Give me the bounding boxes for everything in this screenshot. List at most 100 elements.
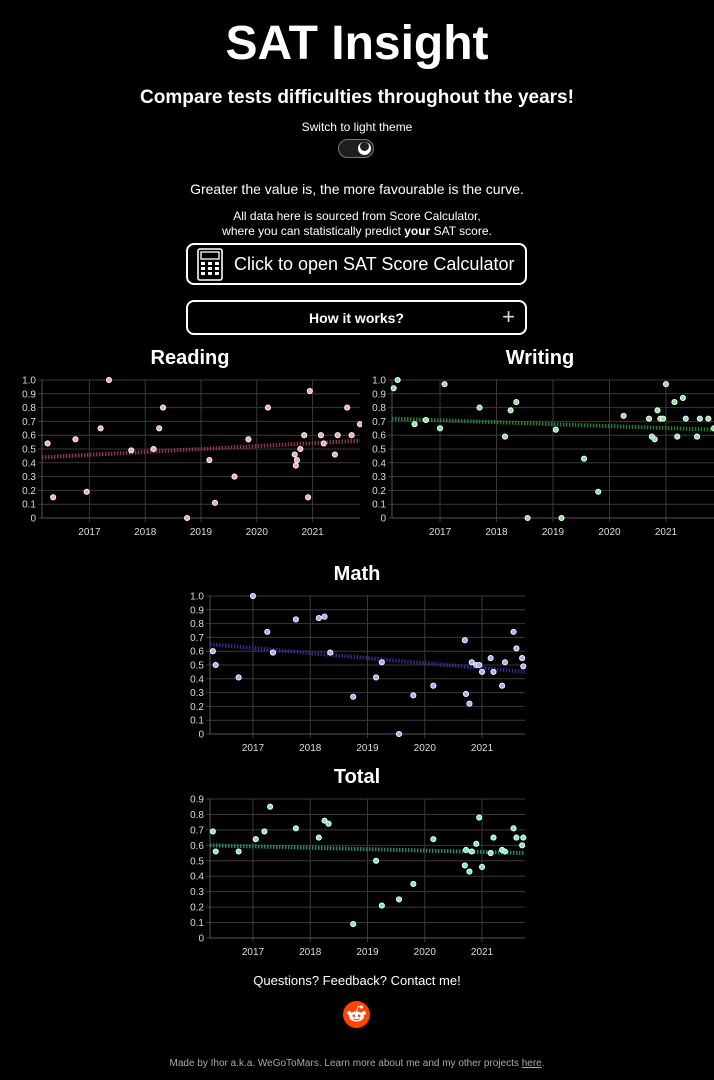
data-point[interactable] [411,421,418,428]
data-point[interactable] [410,692,417,699]
data-point[interactable] [150,445,157,453]
data-point[interactable] [394,376,401,384]
data-point[interactable] [305,494,312,501]
data-point[interactable] [156,425,163,432]
data-point[interactable] [671,399,678,406]
data-point[interactable] [436,425,444,432]
data-point[interactable] [356,421,362,428]
data-point[interactable] [269,649,277,656]
data-point[interactable] [395,896,403,903]
data-point[interactable] [83,488,90,495]
data-point[interactable] [306,387,313,395]
data-point[interactable] [292,616,299,623]
data-point[interactable] [231,473,238,480]
reddit-icon[interactable] [343,1001,370,1028]
data-point[interactable] [422,416,429,424]
data-point[interactable] [501,848,509,855]
data-point[interactable] [373,674,380,681]
data-point[interactable] [378,902,385,909]
data-point[interactable] [252,836,259,843]
data-point[interactable] [476,661,483,669]
data-point[interactable] [292,825,299,832]
theme-toggle-switch[interactable] [338,139,374,158]
data-point[interactable] [334,432,341,439]
data-point[interactable] [558,514,565,522]
data-point[interactable] [105,376,112,384]
data-point[interactable] [235,674,242,681]
data-point[interactable] [211,499,218,506]
data-point[interactable] [97,425,104,432]
data-point[interactable] [291,451,298,458]
data-point[interactable] [462,846,470,854]
data-point[interactable] [552,426,559,433]
data-point[interactable] [581,455,588,462]
data-point[interactable] [344,404,351,411]
data-point[interactable] [410,880,417,887]
data-point[interactable] [206,456,213,464]
data-point[interactable] [301,432,308,439]
data-point[interactable] [50,494,57,501]
data-point[interactable] [297,445,304,453]
data-point[interactable] [510,628,517,635]
data-point[interactable] [651,436,658,443]
data-point[interactable] [350,693,357,700]
data-point[interactable] [654,407,661,414]
projects-link[interactable]: here [521,1058,542,1069]
data-point[interactable] [487,655,494,662]
data-point[interactable] [348,432,355,439]
data-point[interactable] [679,394,686,401]
data-point[interactable] [473,840,480,847]
data-point[interactable] [327,649,334,656]
data-point[interactable] [331,451,338,458]
data-point[interactable] [524,514,531,522]
data-point[interactable] [325,820,332,827]
data-point[interactable] [694,433,701,440]
data-point[interactable] [321,817,328,824]
data-point[interactable] [520,834,527,841]
data-point[interactable] [519,655,526,662]
data-point[interactable] [245,436,252,443]
data-point[interactable] [430,836,437,843]
data-point[interactable] [705,415,712,422]
data-point[interactable] [510,825,517,832]
data-point[interactable] [261,828,268,835]
data-point[interactable] [645,415,653,422]
data-point[interactable] [160,404,167,411]
data-point[interactable] [501,433,509,440]
data-point[interactable] [249,592,257,600]
data-point[interactable] [373,857,380,864]
data-point[interactable] [315,834,322,841]
data-point[interactable] [513,834,520,841]
data-point[interactable] [490,834,497,841]
data-point[interactable] [184,514,191,522]
data-point[interactable] [390,385,397,392]
data-point[interactable] [264,628,271,635]
data-point[interactable] [478,668,486,675]
data-point[interactable] [267,803,274,810]
data-point[interactable] [478,863,486,871]
data-point[interactable] [320,440,327,447]
data-point[interactable] [350,921,357,928]
data-point[interactable] [212,848,219,855]
data-point[interactable] [476,404,483,411]
data-point[interactable] [321,613,328,620]
data-point[interactable] [292,462,299,469]
data-point[interactable] [499,682,506,689]
data-point[interactable] [660,415,667,422]
data-point[interactable] [209,828,216,835]
data-point[interactable] [128,447,135,454]
data-point[interactable] [315,615,322,622]
data-point[interactable] [441,381,448,388]
data-point[interactable] [293,456,301,464]
data-point[interactable] [264,404,271,411]
data-point[interactable] [620,412,627,419]
data-point[interactable] [501,659,509,666]
data-point[interactable] [44,440,51,447]
data-point[interactable] [682,415,689,422]
data-point[interactable] [212,661,219,669]
data-point[interactable] [235,848,242,855]
data-point[interactable] [513,645,520,652]
data-point[interactable] [468,659,475,666]
data-point[interactable] [209,648,216,655]
data-point[interactable] [462,690,470,698]
